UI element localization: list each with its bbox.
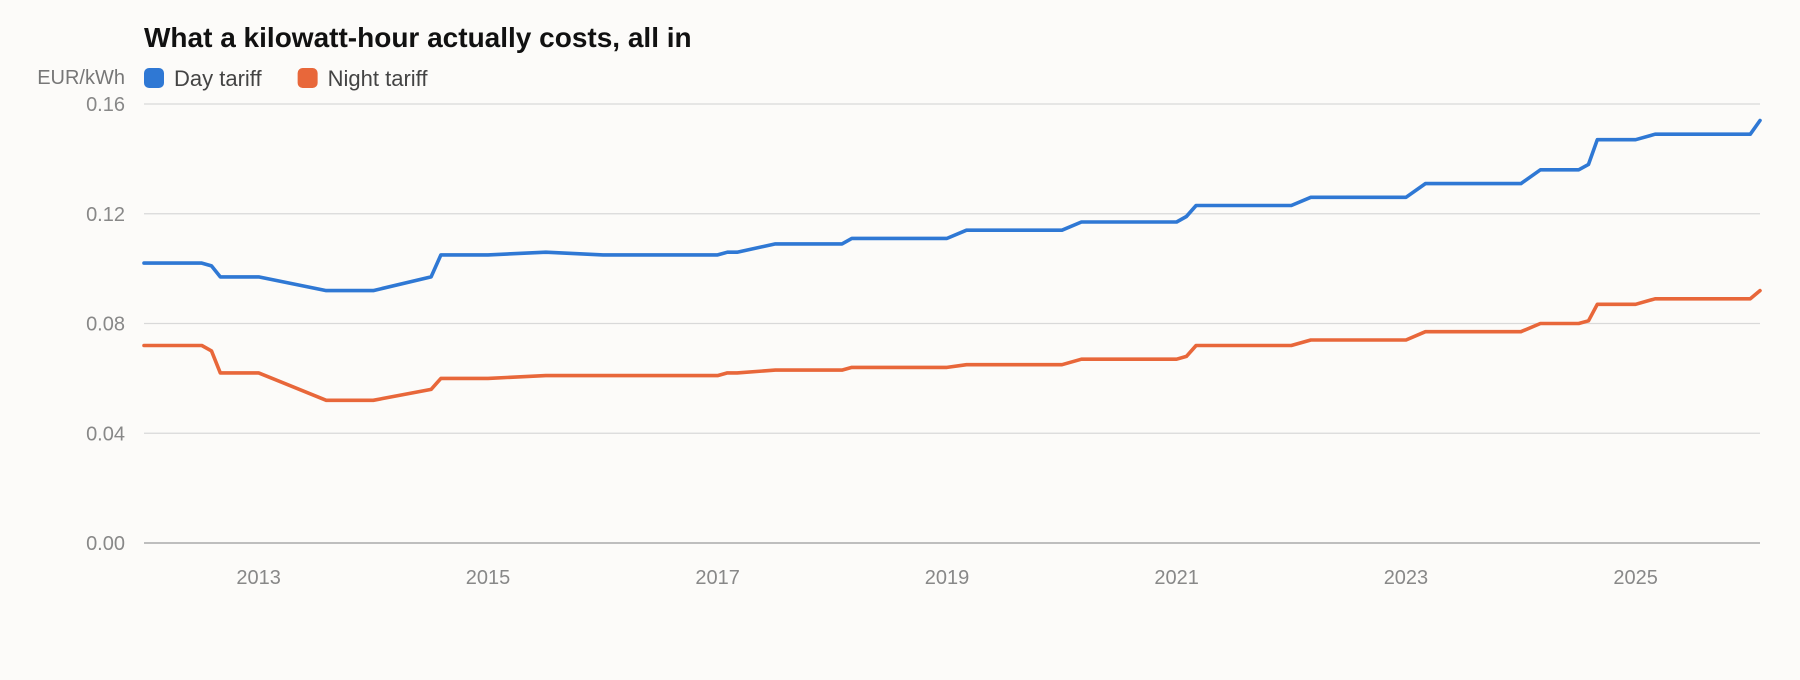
x-tick-label: 2013 (236, 567, 281, 589)
series-line-night-tariff (142, 288, 1762, 403)
y-tick-label: 0.04 (86, 423, 125, 445)
x-tick-label: 2023 (1384, 567, 1429, 589)
x-tick-label: 2025 (1613, 567, 1658, 589)
series-lines (142, 118, 1762, 403)
legend: Day tariff Night tariff (144, 66, 428, 91)
series-line-day-tariff (142, 118, 1762, 293)
legend-label: Day tariff (174, 66, 263, 91)
grid-lines (144, 103, 1760, 544)
x-tick-label: 2017 (695, 567, 740, 589)
x-tick-label: 2021 (1154, 567, 1199, 589)
x-tick-label: 2015 (466, 567, 511, 589)
y-axis-ticks: 0.00 0.04 0.08 0.12 0.16 (86, 94, 125, 555)
y-tick-label: 0.12 (86, 204, 125, 226)
x-tick-label: 2019 (925, 567, 970, 589)
legend-swatch (144, 68, 164, 88)
legend-label: Night tariff (328, 66, 429, 91)
legend-swatch (297, 68, 318, 88)
y-tick-label: 0.00 (86, 533, 125, 555)
y-tick-label: 0.08 (86, 314, 125, 336)
x-axis-ticks: 2013 2015 2017 2019 2021 2023 2025 (236, 567, 1657, 589)
y-tick-label: 0.16 (86, 94, 125, 116)
y-axis-unit: EUR/kWh (37, 67, 125, 89)
chart-title: What a kilowatt-hour actually costs, all… (144, 22, 692, 53)
